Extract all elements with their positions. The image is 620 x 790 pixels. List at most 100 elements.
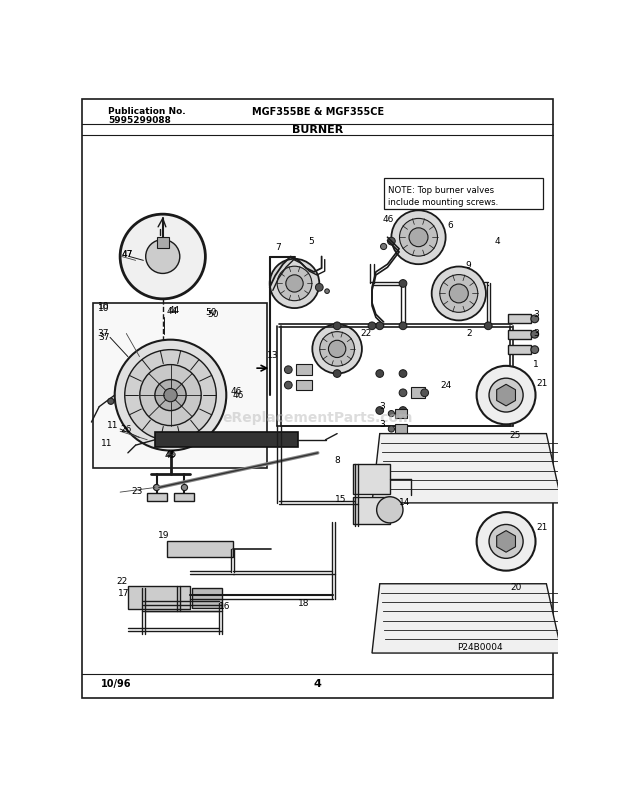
Text: P24B0004: P24B0004 [458,643,503,653]
Circle shape [286,275,303,292]
Circle shape [421,389,428,397]
Polygon shape [497,384,515,406]
Circle shape [376,497,403,523]
Circle shape [334,370,341,378]
Text: 25: 25 [509,431,521,440]
Text: 37: 37 [99,333,110,342]
Text: 22: 22 [117,577,128,586]
Polygon shape [372,584,562,653]
Text: 22: 22 [360,329,371,338]
Circle shape [484,322,492,329]
Text: 3: 3 [533,329,539,338]
Text: 14: 14 [399,498,410,507]
Text: NOTE: Top burner valves
include mounting screws.: NOTE: Top burner valves include mounting… [388,186,498,207]
Text: 21: 21 [536,523,547,532]
Circle shape [477,512,536,570]
Bar [353,465,390,494]
Bar [167,541,232,557]
Circle shape [477,366,536,424]
Text: 46: 46 [382,215,394,224]
Polygon shape [372,434,562,503]
Circle shape [108,398,114,404]
Text: 15: 15 [335,495,347,503]
Circle shape [376,407,384,414]
Text: 37: 37 [98,329,109,338]
Circle shape [140,365,202,426]
Text: BURNER: BURNER [292,126,343,135]
Text: 47: 47 [122,250,133,259]
Text: 11: 11 [100,439,112,448]
Circle shape [399,389,407,397]
Bar [296,364,312,375]
Circle shape [316,284,323,292]
Circle shape [285,382,292,389]
Circle shape [399,407,407,414]
Bar [156,238,169,248]
Circle shape [277,266,312,301]
Bar [128,586,190,609]
Circle shape [399,370,407,378]
Bar [155,432,298,447]
Bar [508,345,531,354]
Circle shape [155,379,186,411]
Circle shape [489,525,523,559]
Text: 20: 20 [510,583,521,592]
Circle shape [489,378,523,412]
Circle shape [329,340,346,358]
Text: 11: 11 [107,421,118,431]
Bar [410,387,425,398]
Bar [148,493,167,501]
Circle shape [164,389,177,402]
Circle shape [450,284,468,303]
Text: 44: 44 [169,306,180,315]
Bar [174,493,193,501]
Bar [384,178,543,209]
Text: 3: 3 [533,310,539,318]
Circle shape [368,322,376,329]
Bar [508,314,531,323]
Polygon shape [497,531,515,552]
Text: 7: 7 [275,243,281,252]
Circle shape [120,214,205,299]
Circle shape [325,289,329,293]
Text: eReplacementParts.com: eReplacementParts.com [223,412,413,425]
Circle shape [531,315,539,323]
Circle shape [334,322,341,329]
Circle shape [399,280,407,288]
Circle shape [388,411,394,416]
Text: 50: 50 [205,308,217,318]
Circle shape [440,275,478,312]
Text: 5: 5 [309,236,314,246]
Bar [396,409,407,418]
Circle shape [320,332,355,366]
Text: 24: 24 [440,382,451,390]
Circle shape [376,322,384,329]
Circle shape [376,370,384,378]
Text: 45: 45 [165,450,177,459]
Circle shape [154,484,160,491]
Text: 4: 4 [314,679,322,689]
Text: 45: 45 [164,450,175,460]
Text: 2: 2 [467,329,472,338]
Circle shape [115,340,226,450]
Circle shape [531,330,539,338]
Text: 16: 16 [219,602,230,611]
Text: 46: 46 [230,387,242,396]
Circle shape [388,426,394,432]
Text: 4: 4 [495,236,500,246]
Text: Publication No.: Publication No. [108,107,186,116]
Text: MGF355BE & MGF355CE: MGF355BE & MGF355CE [252,107,384,117]
Circle shape [409,228,428,246]
Text: 3: 3 [379,419,386,429]
Circle shape [146,239,180,273]
Circle shape [531,346,539,353]
Circle shape [432,266,486,321]
Bar [353,497,390,524]
Text: 46: 46 [232,390,244,400]
Text: 21: 21 [536,379,547,388]
Text: 9: 9 [465,261,471,270]
Bar [296,380,312,390]
Text: 23: 23 [131,487,143,496]
Circle shape [125,350,216,441]
Text: 50: 50 [207,310,218,318]
